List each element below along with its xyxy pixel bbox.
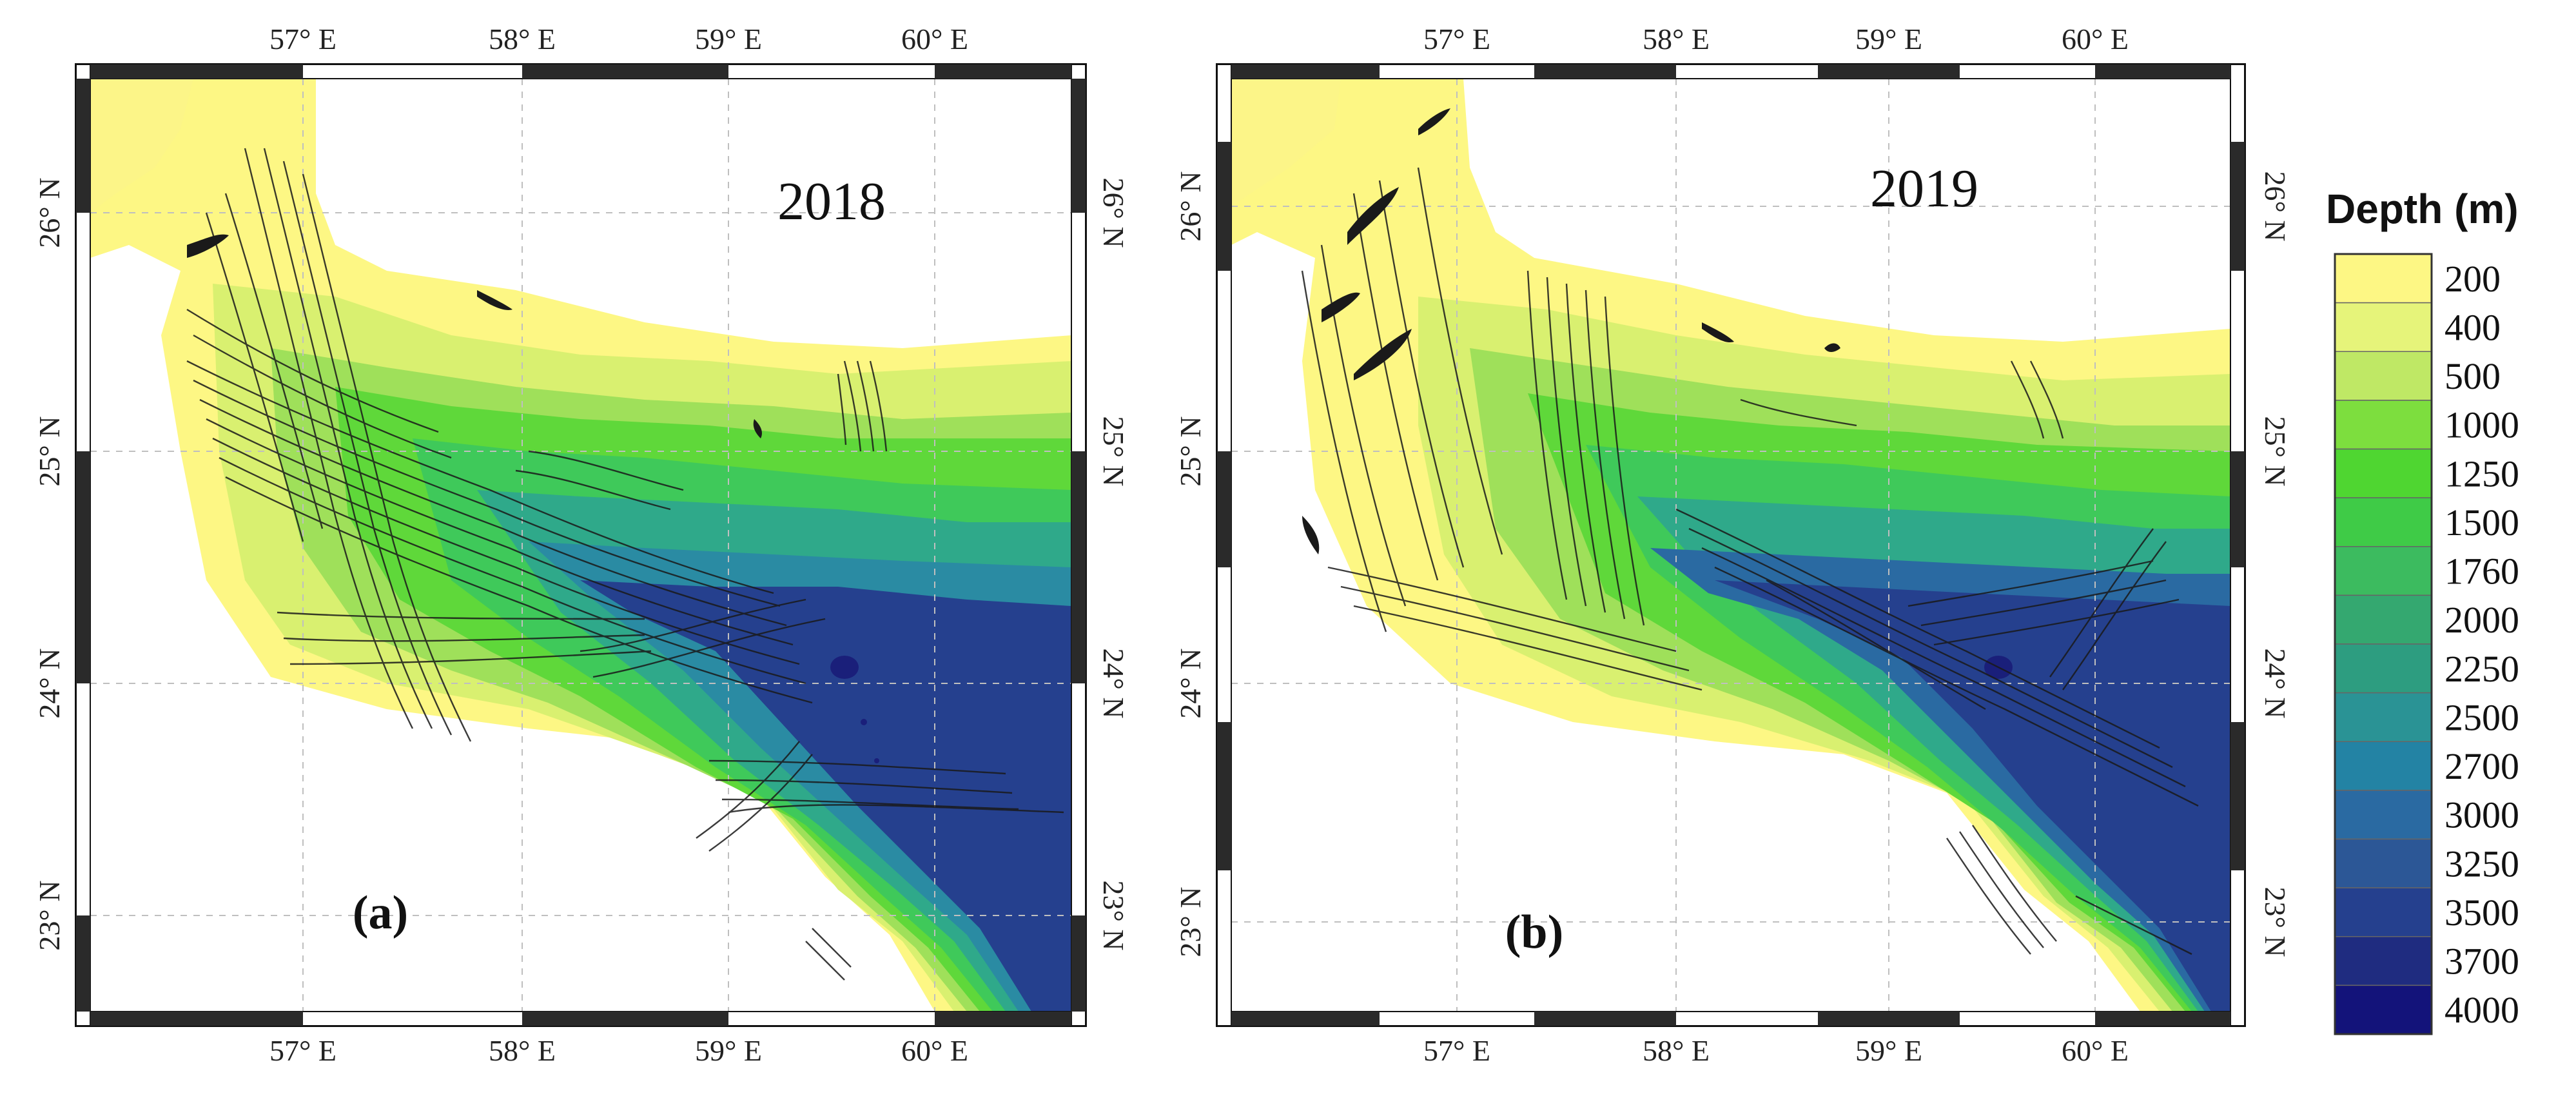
legend-label: 2700 [2444, 745, 2519, 787]
lon-tick-top-58: 58° E [489, 23, 556, 55]
legend-label: 2500 [2444, 696, 2519, 738]
map-panel-2019: 57° E 58° E 59° E 60° E 57° E 58° E 59° … [1174, 23, 2292, 1067]
legend-swatch [2334, 302, 2432, 352]
legend-swatch [2334, 400, 2432, 450]
legend-label: 3250 [2444, 843, 2519, 885]
lon-tick-bottom-57: 57° E [269, 1034, 337, 1067]
lat-tick-right-24: 24° N [1097, 648, 1130, 718]
legend-swatch [2334, 448, 2432, 498]
lat-tick-right-23: 23° N [1097, 880, 1130, 950]
panel-tag-a: (a) [353, 886, 408, 939]
lon-tick-top-57: 57° E [1423, 23, 1490, 55]
lon-tick-top-60: 60° E [2062, 23, 2129, 55]
lat-tick-right-23: 23° N [2259, 886, 2292, 957]
lat-tick-left-25: 25° N [33, 416, 66, 486]
lat-tick-right-26: 26° N [1097, 177, 1130, 248]
legend-label: 200 [2444, 258, 2501, 300]
lat-tick-left-23: 23° N [1174, 886, 1207, 957]
lon-tick-bottom-58: 58° E [1643, 1034, 1710, 1067]
lat-tick-left-26: 26° N [1174, 171, 1207, 241]
legend-label: 1500 [2444, 502, 2519, 543]
legend-label: 1250 [2444, 453, 2519, 494]
map-panel-2018: 57° E 58° E 59° E 60° E 57° E 58° E 59° … [33, 23, 1130, 1067]
frame-bars-2019 [1216, 64, 2245, 1026]
lat-tick-right-24: 24° N [2259, 648, 2292, 718]
legend-swatches [2334, 253, 2432, 1035]
lon-tick-top-60: 60° E [901, 23, 968, 55]
lat-tick-left-23: 23° N [33, 880, 66, 950]
legend-label: 400 [2444, 306, 2501, 348]
lon-tick-top-58: 58° E [1643, 23, 1710, 55]
lat-tick-right-26: 26° N [2259, 171, 2292, 241]
legend-label: 1000 [2444, 404, 2519, 446]
legend-label: 3500 [2444, 892, 2519, 934]
depth-legend: Depth (m) 200400500100012501500176020002… [2326, 186, 2519, 1035]
bathymetry-2019 [1231, 79, 2230, 1012]
legend-label: 3000 [2444, 794, 2519, 836]
legend-labels: 200 400 500 1000 1250 1500 1760 2000 2250 2500 270… [2444, 258, 2519, 1031]
legend-label: 1760 [2444, 551, 2519, 592]
legend-label: 2000 [2444, 599, 2519, 641]
lon-tick-bottom-60: 60° E [901, 1034, 968, 1067]
legend-label: 4000 [2444, 989, 2519, 1031]
lat-tick-left-24: 24° N [1174, 648, 1207, 718]
survey-blobs-2019 [1302, 108, 1840, 554]
legend-swatch [2334, 643, 2432, 694]
legend-title: Depth (m) [2326, 186, 2519, 232]
frame-bars-2018 [75, 64, 1086, 1026]
bathymetry-2018 [90, 79, 1071, 1012]
legend-swatch [2334, 887, 2432, 937]
survey-tracks-2019 [1301, 167, 2199, 955]
legend-swatch [2334, 741, 2432, 791]
survey-blobs-2018 [187, 234, 762, 438]
legend-swatch [2334, 984, 2432, 1035]
legend-swatch [2334, 497, 2432, 547]
survey-tracks-2018 [186, 148, 1064, 981]
lat-tick-right-25: 25° N [2259, 416, 2292, 486]
lon-tick-bottom-59: 59° E [695, 1034, 762, 1067]
lon-tick-bottom-60: 60° E [2062, 1034, 2129, 1067]
lon-tick-bottom-59: 59° E [1855, 1034, 1922, 1067]
legend-swatch [2334, 594, 2432, 645]
lat-tick-left-25: 25° N [1174, 416, 1207, 486]
legend-swatch [2334, 790, 2432, 840]
lon-tick-bottom-57: 57° E [1423, 1034, 1490, 1067]
legend-swatch [2334, 351, 2432, 401]
lon-tick-bottom-58: 58° E [489, 1034, 556, 1067]
legend-label: 500 [2444, 355, 2501, 397]
panel-tag-b: (b) [1505, 906, 1563, 959]
lat-tick-left-26: 26° N [33, 177, 66, 248]
lat-tick-left-24: 24° N [33, 648, 66, 718]
legend-swatch [2334, 936, 2432, 986]
legend-swatch [2334, 692, 2432, 742]
legend-swatch [2334, 546, 2432, 596]
lon-tick-top-57: 57° E [269, 23, 337, 55]
legend-swatch [2334, 838, 2432, 888]
year-label-2018: 2018 [777, 171, 886, 231]
lat-tick-right-25: 25° N [1097, 416, 1130, 486]
legend-swatch [2334, 253, 2432, 304]
lon-tick-top-59: 59° E [1855, 23, 1922, 55]
lon-tick-top-59: 59° E [695, 23, 762, 55]
year-label-2019: 2019 [1870, 159, 1978, 219]
legend-label: 2250 [2444, 648, 2519, 690]
legend-label: 3700 [2444, 941, 2519, 983]
